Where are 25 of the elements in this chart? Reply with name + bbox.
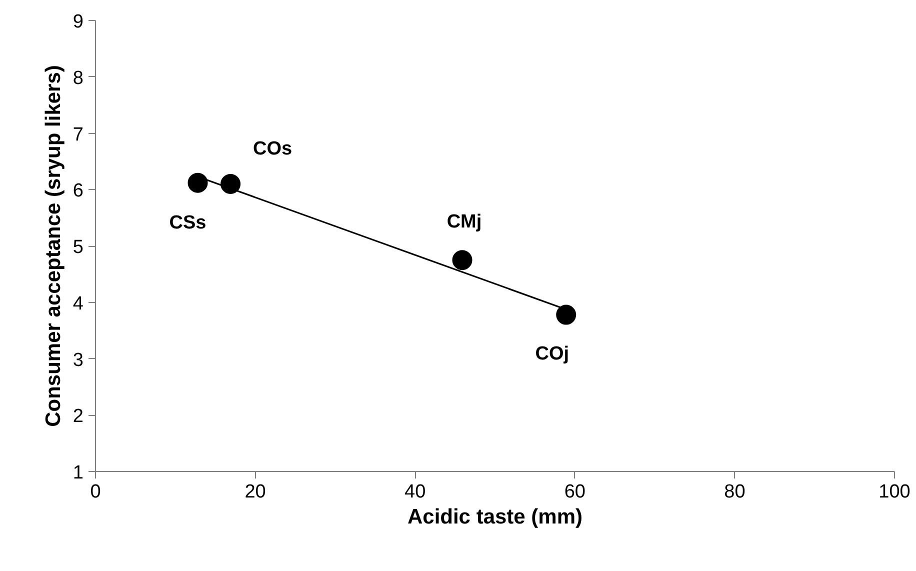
- x-tick-label: 100: [878, 482, 910, 502]
- y-tick-label: 1: [72, 462, 84, 484]
- annotation: COj: [535, 343, 570, 364]
- point: [188, 172, 208, 193]
- x-tick-label: 20: [244, 482, 266, 502]
- y-tick-label: 9: [72, 12, 84, 32]
- y-tick-label: 3: [72, 350, 84, 371]
- y-tick-label: 5: [72, 237, 84, 258]
- point: [452, 250, 472, 270]
- y-tick-label: 6: [72, 180, 84, 202]
- point: [556, 304, 576, 325]
- annotation: CSs: [169, 212, 206, 234]
- x-tick-label: 60: [564, 482, 586, 502]
- x-tick-label: 40: [404, 482, 426, 502]
- annotation: CMj: [446, 212, 482, 233]
- x-axis-title: Acidic taste (mm): [407, 506, 583, 528]
- x-tick-label: 80: [724, 482, 746, 502]
- point: [220, 174, 241, 194]
- annotation: COs: [253, 138, 292, 160]
- y-tick-label: 2: [72, 406, 84, 428]
- x-tick-label: 0: [90, 482, 101, 502]
- y-tick-label: 4: [72, 293, 84, 314]
- y-tick-label: 8: [72, 68, 84, 89]
- y-axis-title: Consumer acceptance (sryup likers): [42, 65, 65, 427]
- y-tick-label: 7: [72, 124, 84, 146]
